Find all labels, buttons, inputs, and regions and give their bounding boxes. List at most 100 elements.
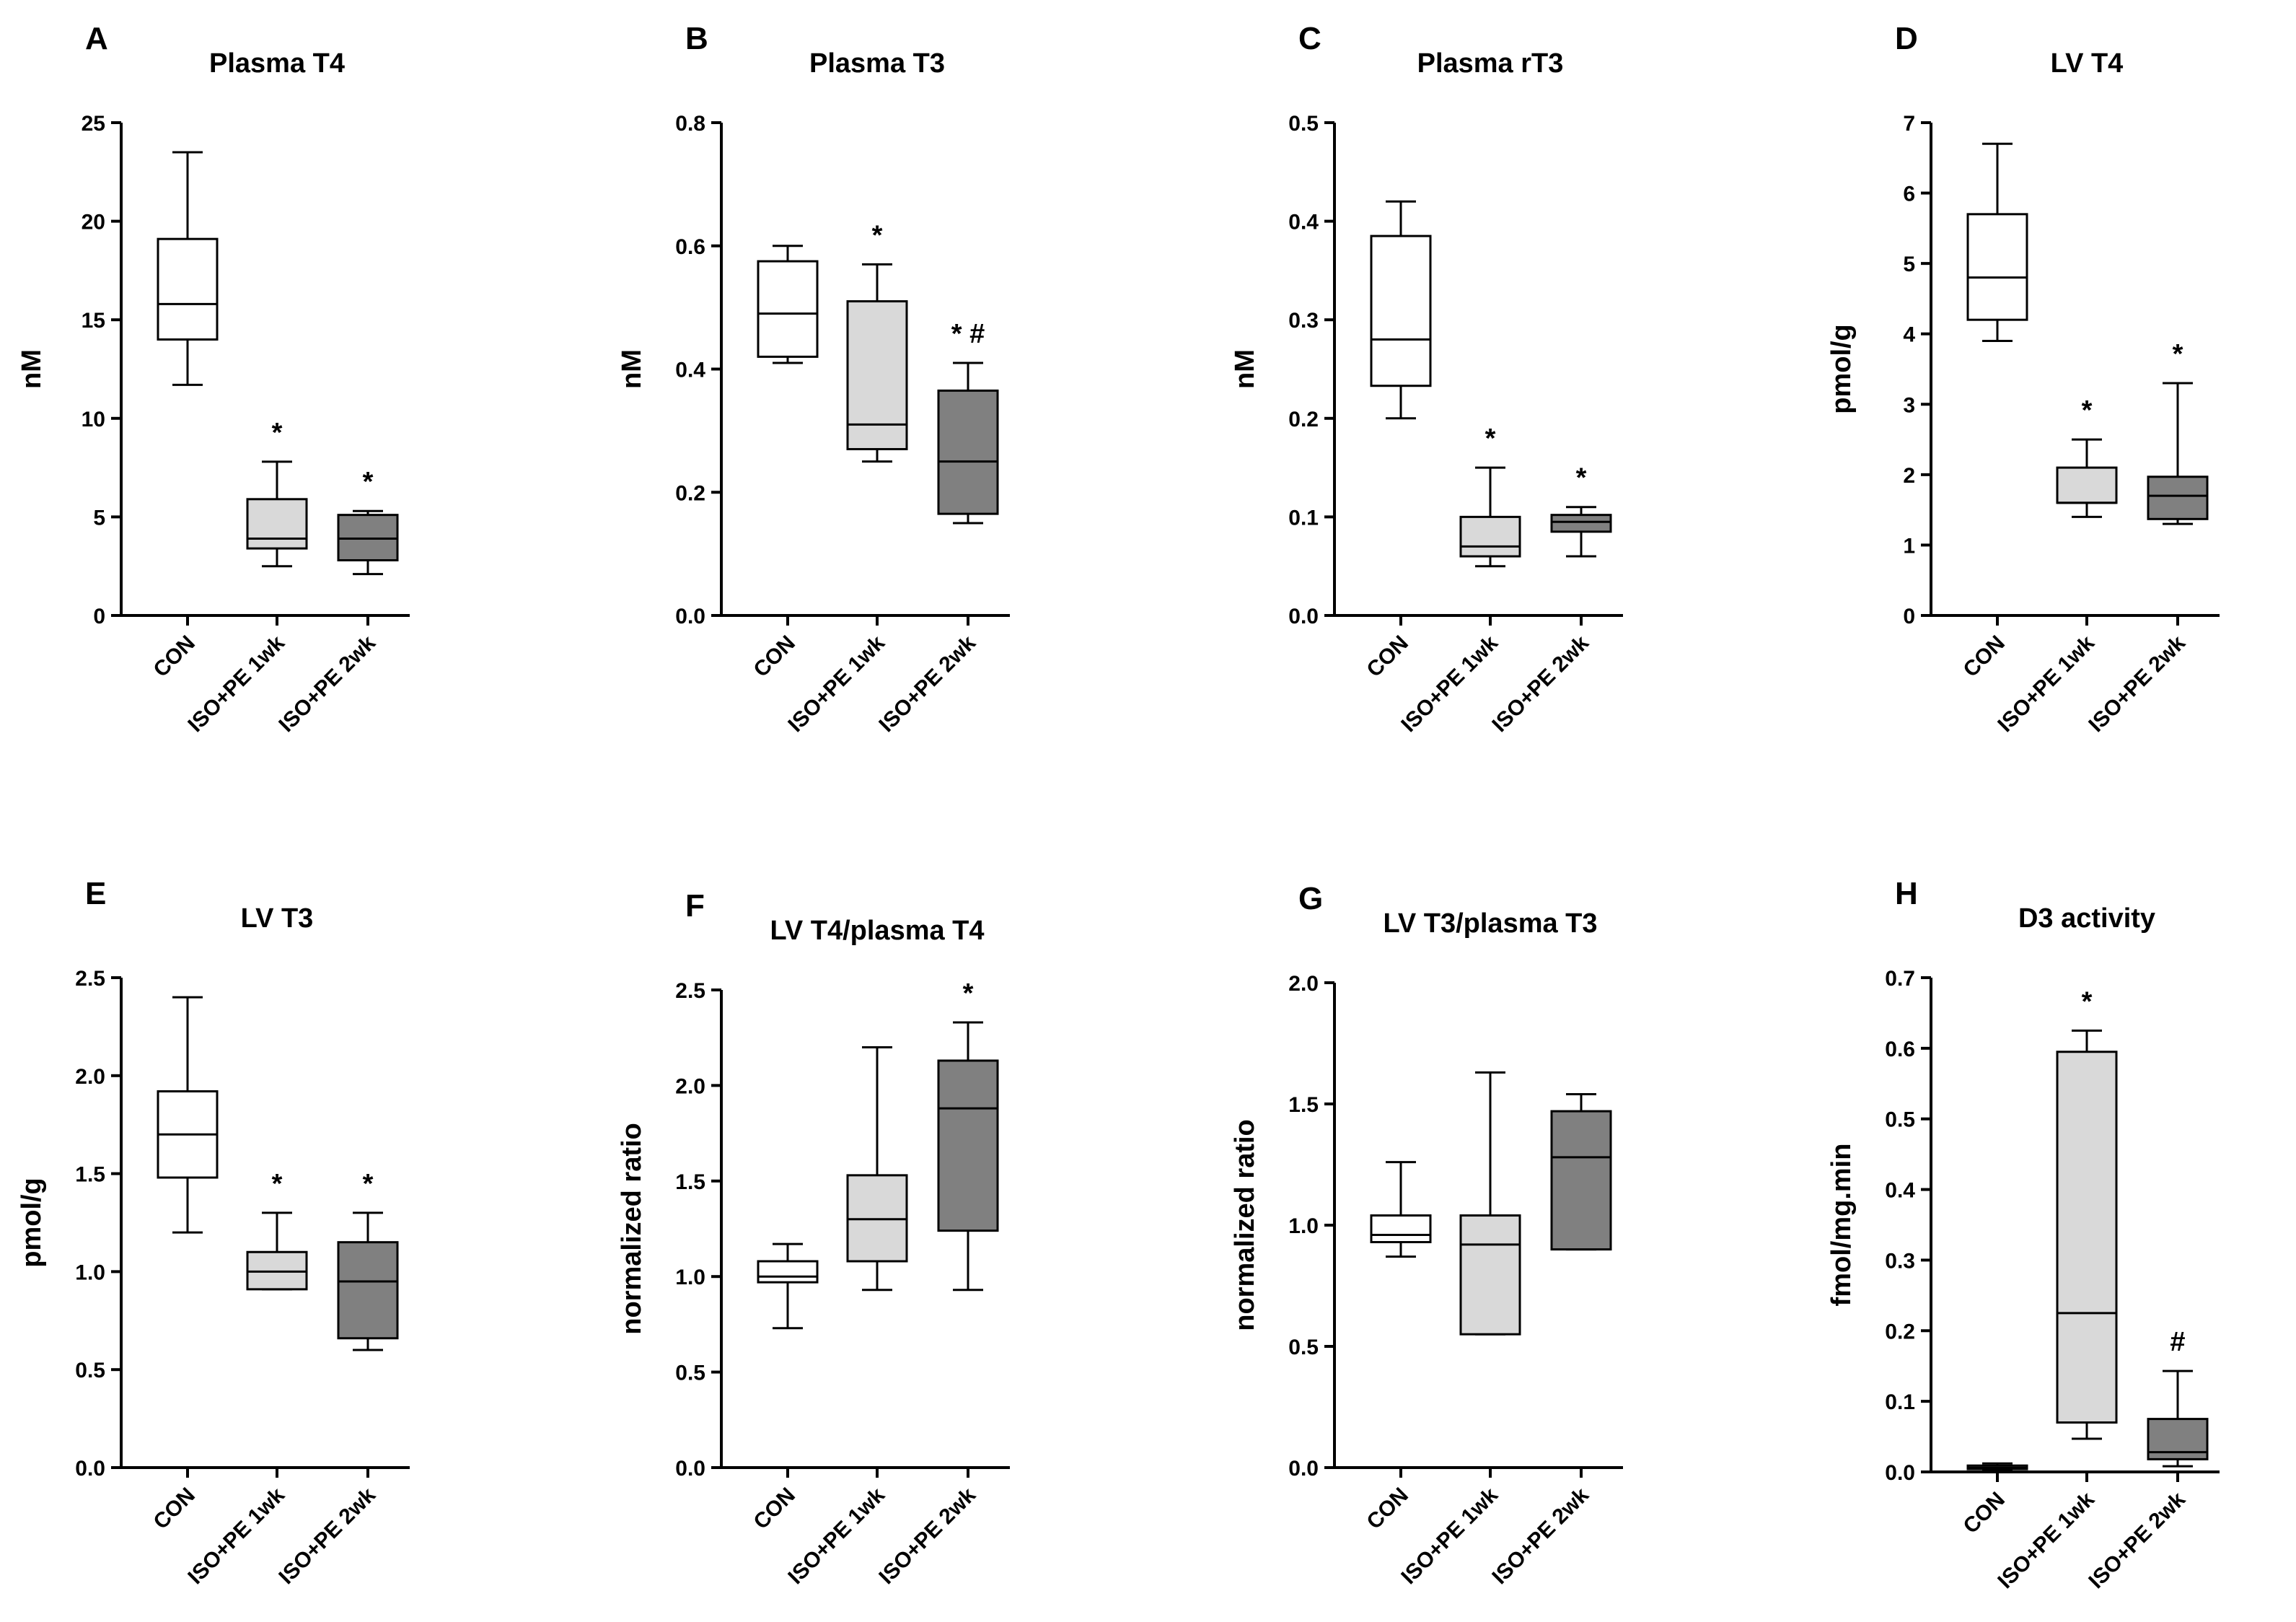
box	[1459, 1214, 1521, 1336]
panel-letter: G	[1298, 881, 1323, 916]
panel-title: LV T3	[241, 903, 314, 934]
x-tick-label: ISO+PE 2wk	[874, 1483, 980, 1589]
y-tick-label: 0.5	[75, 1359, 105, 1382]
y-tick-label: 15	[82, 309, 105, 333]
y-tick-label: 0.7	[1885, 967, 1915, 991]
significance-marker: * #	[951, 319, 985, 349]
y-axis-label: nM	[1230, 349, 1260, 389]
x-tick-label: CON	[1958, 1488, 2009, 1538]
box	[937, 1059, 999, 1232]
box	[337, 1241, 399, 1340]
significance-marker: *	[872, 220, 883, 250]
panel-letter: E	[85, 876, 106, 911]
x-tick-label: ISO+PE 2wk	[274, 631, 380, 737]
y-tick-label: 0.4	[1885, 1179, 1915, 1203]
x-tick-label: CON	[749, 631, 799, 682]
y-tick-label: 0.2	[1885, 1320, 1915, 1343]
y-tick-label: 0.1	[1885, 1390, 1915, 1414]
x-tick-label: ISO+PE 1wk	[1993, 631, 2099, 737]
y-tick-label: 0.5	[1288, 1336, 1319, 1359]
x-tick-label: ISO+PE 2wk	[874, 631, 980, 737]
y-tick-label: 6	[1903, 183, 1915, 206]
y-tick-label: 5	[93, 506, 105, 530]
y-tick-label: 0.5	[1885, 1108, 1915, 1132]
y-tick-label: 0.3	[1288, 309, 1319, 333]
panel-title: LV T4	[2051, 48, 2124, 79]
x-tick-label: CON	[1362, 1483, 1412, 1534]
y-axis-label: nM	[17, 349, 47, 389]
y-axis-label: normalized ratio	[1230, 1119, 1260, 1331]
y-tick-label: 0.4	[675, 359, 705, 382]
y-tick-label: 2	[1903, 464, 1915, 488]
y-tick-label: 0.5	[675, 1362, 705, 1385]
y-tick-label: 0.4	[1288, 211, 1319, 234]
y-tick-label: 0.5	[1288, 112, 1319, 136]
box	[1459, 515, 1521, 558]
y-tick-label: 7	[1903, 112, 1915, 136]
y-tick-label: 20	[82, 211, 105, 234]
significance-marker: #	[2170, 1327, 2185, 1357]
y-tick-label: 0.0	[1288, 605, 1319, 628]
y-tick-label: 0.6	[675, 235, 705, 259]
y-tick-label: 2.0	[75, 1065, 105, 1089]
y-tick-label: 0.3	[1885, 1249, 1915, 1273]
y-tick-label: 0	[1903, 605, 1915, 628]
significance-marker: *	[963, 978, 974, 1009]
box	[1370, 1214, 1432, 1244]
x-tick-label: ISO+PE 1wk	[183, 1483, 289, 1589]
y-tick-label: 10	[82, 408, 105, 431]
box	[157, 237, 219, 341]
y-tick-label: 2.5	[75, 967, 105, 991]
panel-letter: B	[685, 21, 708, 56]
y-tick-label: 1.0	[675, 1266, 705, 1289]
y-tick-label: 1.0	[1288, 1214, 1319, 1238]
significance-marker: *	[363, 1169, 374, 1199]
box	[2056, 466, 2118, 504]
box	[1550, 1110, 1612, 1251]
box	[1370, 234, 1432, 387]
y-tick-label: 0.0	[75, 1457, 105, 1481]
significance-marker: *	[1485, 424, 1496, 454]
y-tick-label: 1	[1903, 534, 1915, 558]
y-tick-label: 0.0	[1288, 1457, 1319, 1481]
x-tick-label: ISO+PE 1wk	[783, 631, 889, 737]
panel-letter: F	[685, 888, 705, 924]
panel-title: D3 activity	[2018, 903, 2155, 934]
x-tick-label: ISO+PE 1wk	[1396, 1483, 1503, 1589]
box	[1550, 514, 1612, 533]
x-tick-label: ISO+PE 2wk	[2084, 631, 2190, 737]
x-tick-label: ISO+PE 2wk	[1487, 1483, 1593, 1589]
box	[1966, 213, 2028, 321]
panel-title: Plasma T4	[209, 48, 345, 79]
significance-marker: *	[363, 467, 374, 497]
x-tick-label: CON	[1362, 631, 1412, 682]
panel-e: ELV T3pmol/g0.00.51.01.52.02.5CONISO+PE …	[17, 876, 410, 1589]
significance-marker: *	[272, 1169, 283, 1199]
y-tick-label: 0.2	[675, 481, 705, 505]
y-tick-label: 4	[1903, 323, 1915, 347]
significance-marker: *	[1576, 463, 1587, 494]
y-tick-label: 0.8	[675, 112, 705, 136]
y-tick-label: 3	[1903, 393, 1915, 417]
y-tick-label: 0.2	[1288, 408, 1319, 431]
panel-letter: H	[1895, 876, 1918, 911]
panel-g: G LV T3/plasma T3 normalized ratio 0.0 0.5 1.…	[1230, 881, 1623, 1589]
panel-letter: D	[1895, 21, 1918, 56]
significance-marker: *	[2173, 339, 2183, 369]
panel-f: F LV T4/plasma T4 normalized ratio 0.0 0.5 1.…	[617, 888, 1010, 1589]
x-tick-label: ISO+PE 2wk	[274, 1483, 380, 1589]
x-tick-label: ISO+PE 1wk	[1396, 631, 1503, 737]
significance-marker: *	[2082, 395, 2093, 426]
panel-title: Plasma rT3	[1417, 48, 1564, 79]
panel-letter: A	[85, 21, 108, 56]
y-axis-label: nM	[617, 349, 647, 389]
panel-title: LV T3/plasma T3	[1383, 908, 1597, 939]
box	[937, 389, 999, 515]
x-tick-label: CON	[749, 1483, 799, 1534]
y-tick-label: 2.5	[675, 979, 705, 1003]
box	[757, 1260, 819, 1284]
box	[2147, 475, 2209, 520]
